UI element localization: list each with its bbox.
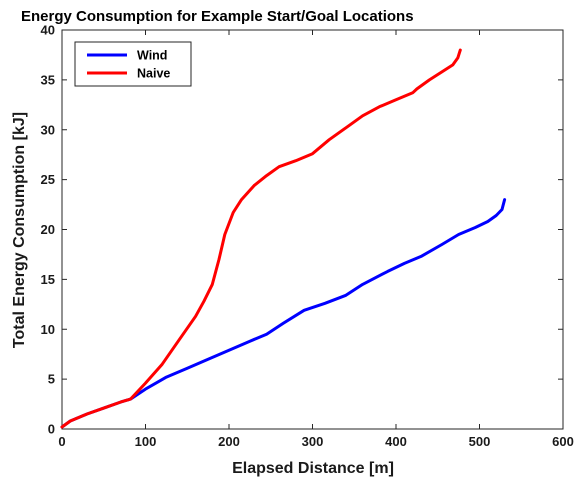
series-line-wind [60,198,507,429]
x-tick-label: 100 [135,434,157,449]
legend-label-wind: Wind [137,49,167,63]
x-tick-label: 400 [385,434,407,449]
y-tick-label: 0 [48,422,55,437]
y-tick-label: 40 [41,23,55,38]
legend-box [74,41,192,87]
x-tick-label: 600 [552,434,574,449]
y-tick-label: 5 [48,372,55,387]
x-tick-label: 300 [302,434,324,449]
x-tick-label: 500 [469,434,491,449]
y-tick-label: 15 [41,272,55,287]
plot-area: 0 100 200 300 400 500 600 0 5 10 15 20 25 30 35 40 [41,23,574,450]
y-axis-label: Total Energy Consumption [kJ] [11,112,28,348]
series-line-naive [60,48,462,429]
y-tick-label: 20 [41,222,55,237]
chart-title: Energy Consumption for Example Start/Goa… [21,8,414,25]
x-tick-label: 0 [58,434,65,449]
axes-box [61,29,564,430]
legend: Wind Naive [74,41,192,87]
y-tick-label: 10 [41,322,55,337]
x-axis-label: Elapsed Distance [m] [232,460,394,477]
x-tick-label: 200 [218,434,240,449]
legend-label-naive: Naive [137,67,170,81]
y-tick-label: 25 [41,172,55,187]
y-tick-label: 30 [41,122,55,137]
y-tick-label: 35 [41,72,55,87]
